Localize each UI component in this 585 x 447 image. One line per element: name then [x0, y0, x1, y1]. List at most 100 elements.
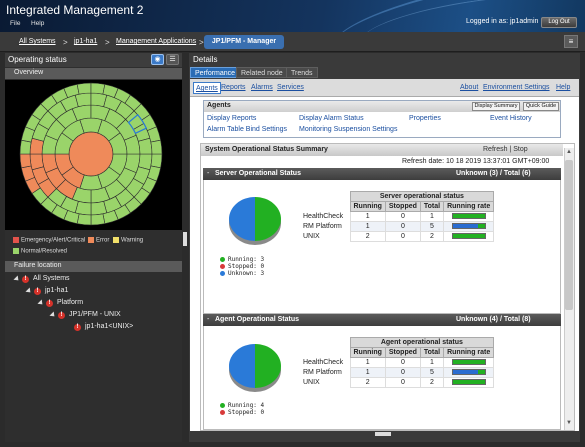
cell-running: 1: [349, 211, 386, 222]
sunburst-segment[interactable]: [74, 92, 92, 108]
subtab-alarms[interactable]: Alarms: [251, 84, 273, 91]
link-help[interactable]: Help: [556, 84, 571, 91]
scroll-down-icon[interactable]: ▼: [566, 420, 572, 426]
col-total: Total: [419, 201, 445, 212]
agents-panel-title: Agents: [207, 102, 231, 109]
quick-guide-button[interactable]: Quick Guide: [523, 102, 559, 111]
scrollbar-thumb[interactable]: [565, 160, 573, 310]
agent-summary: Unknown (4) / Total (8): [456, 316, 531, 323]
table-column-header: Running Stopped Total Running rate: [303, 347, 495, 358]
link-environment-settings[interactable]: Environment Settings: [483, 84, 550, 91]
server-summary: Unknown (3) / Total (6): [456, 170, 531, 177]
cell-total: 1: [419, 357, 445, 368]
sunburst-segment[interactable]: [150, 139, 163, 155]
scroll-up-icon[interactable]: ▲: [566, 149, 572, 155]
row-name: UNIX: [303, 233, 320, 240]
breadcrumb-host[interactable]: jp1-ha1: [74, 38, 98, 45]
pane-splitter[interactable]: [182, 53, 189, 442]
sunburst-segment[interactable]: [76, 82, 92, 95]
logout-button[interactable]: Log Out: [541, 17, 577, 28]
row-name: HealthCheck: [303, 213, 344, 220]
tree-item-platform[interactable]: Platform: [57, 299, 84, 306]
running-rate-bar: [451, 223, 486, 230]
operating-status-title: Operating status: [8, 55, 67, 64]
cell-running: 1: [349, 357, 386, 368]
server-pie-legend: Running: 3 Stopped: 0 Unknown: 3: [220, 256, 264, 277]
link-alarm-table-bind[interactable]: Alarm Table Bind Settings: [207, 126, 288, 133]
rate-blue-fill: [452, 224, 479, 229]
sunburst-selected-segment[interactable]: [127, 113, 148, 135]
cell-stopped: 0: [384, 367, 421, 378]
table-row: HealthCheck 1 0 1: [303, 211, 495, 222]
sunburst-segment[interactable]: [19, 153, 32, 169]
breadcrumb-all-systems[interactable]: All Systems: [19, 38, 56, 45]
subtab-agents[interactable]: Agents: [193, 82, 221, 94]
table-row: UNIX 2 0 2: [303, 231, 495, 242]
cell-running: 2: [349, 377, 386, 388]
server-status-header[interactable]: [203, 168, 561, 180]
sunburst-segment[interactable]: [76, 213, 92, 226]
cell-rate: [443, 231, 495, 242]
refresh-link[interactable]: Refresh: [483, 146, 508, 153]
sunburst-chart[interactable]: [5, 80, 182, 230]
tree-item-pfm-unix[interactable]: JP1/PFM - UNIX: [69, 311, 121, 318]
splitter-grip-icon[interactable]: [183, 232, 187, 246]
error-status-icon: !: [46, 300, 53, 307]
display-summary-button[interactable]: Display Summary: [472, 102, 520, 111]
pie-legend-stopped: Stopped: 0: [220, 409, 264, 416]
error-status-icon: !: [58, 312, 65, 319]
running-rate-bar: [451, 379, 486, 386]
overview-bar: [5, 68, 182, 79]
sunburst-segment[interactable]: [19, 139, 32, 155]
subtab-services[interactable]: Services: [277, 84, 304, 91]
cell-stopped: 0: [384, 231, 421, 242]
collapse-icon[interactable]: -: [207, 170, 210, 177]
sunburst-view-icon[interactable]: ◉: [151, 54, 164, 65]
cell-running: 1: [349, 367, 386, 378]
sunburst-segment[interactable]: [137, 137, 153, 155]
col-running-rate: Running rate: [443, 347, 495, 358]
breadcrumb-management-apps[interactable]: Management Applications: [116, 38, 197, 45]
menu-help[interactable]: Help: [31, 20, 45, 27]
cell-total: 1: [419, 211, 445, 222]
legend-swatch: [113, 237, 119, 243]
stop-link[interactable]: Stop: [513, 146, 528, 153]
link-monitoring-suspension[interactable]: Monitoring Suspension Settings: [299, 126, 398, 133]
link-event-history[interactable]: Event History: [490, 115, 532, 122]
tree-item-host[interactable]: jp1-ha1: [45, 287, 69, 294]
sunburst-segment[interactable]: [150, 153, 163, 169]
sunburst-segment[interactable]: [90, 82, 106, 95]
failure-location-label: Failure location: [14, 262, 62, 269]
tree-item-unix-agent[interactable]: jp1-ha1<UNIX>: [85, 323, 134, 330]
sunburst-segment[interactable]: [90, 200, 108, 216]
bottom-splitter-grip-icon[interactable]: [375, 432, 391, 436]
collapse-icon[interactable]: -: [207, 316, 210, 323]
tree-item-all-systems[interactable]: All Systems: [33, 275, 70, 282]
breadcrumb-separator: >: [105, 38, 110, 47]
link-properties[interactable]: Properties: [409, 115, 441, 122]
link-about[interactable]: About: [460, 84, 479, 91]
link-display-reports[interactable]: Display Reports: [207, 115, 257, 122]
menu-file[interactable]: File: [10, 20, 21, 27]
hamburger-menu-icon[interactable]: ≡: [564, 35, 578, 48]
logged-in-user: Logged in as: jp1admin: [466, 18, 539, 25]
cell-stopped: 0: [384, 357, 421, 368]
title-bar: [0, 0, 585, 32]
tab-trends[interactable]: Trends: [286, 67, 318, 78]
col-running: Running: [349, 347, 386, 358]
agent-unknown-count: Unknown (4): [456, 316, 498, 323]
table-group-title: Server operational status: [349, 191, 495, 202]
agent-status-header[interactable]: [203, 314, 561, 326]
sunburst-segment[interactable]: [90, 213, 106, 226]
link-display-alarm-status[interactable]: Display Alarm Status: [299, 115, 364, 122]
cell-rate: [443, 357, 495, 368]
list-view-icon[interactable]: ☰: [166, 54, 179, 65]
table-column-header: Running Stopped Total Running rate: [303, 201, 495, 212]
tab-related-node[interactable]: Related node: [236, 67, 288, 78]
row-name: UNIX: [303, 379, 320, 386]
sunburst-segment[interactable]: [29, 153, 45, 171]
pie-legend-stopped: Stopped: 0: [220, 263, 264, 270]
subtab-reports[interactable]: Reports: [221, 84, 246, 91]
agent-total-count: Total (8): [503, 316, 531, 323]
tab-performance[interactable]: Performance: [190, 67, 241, 78]
